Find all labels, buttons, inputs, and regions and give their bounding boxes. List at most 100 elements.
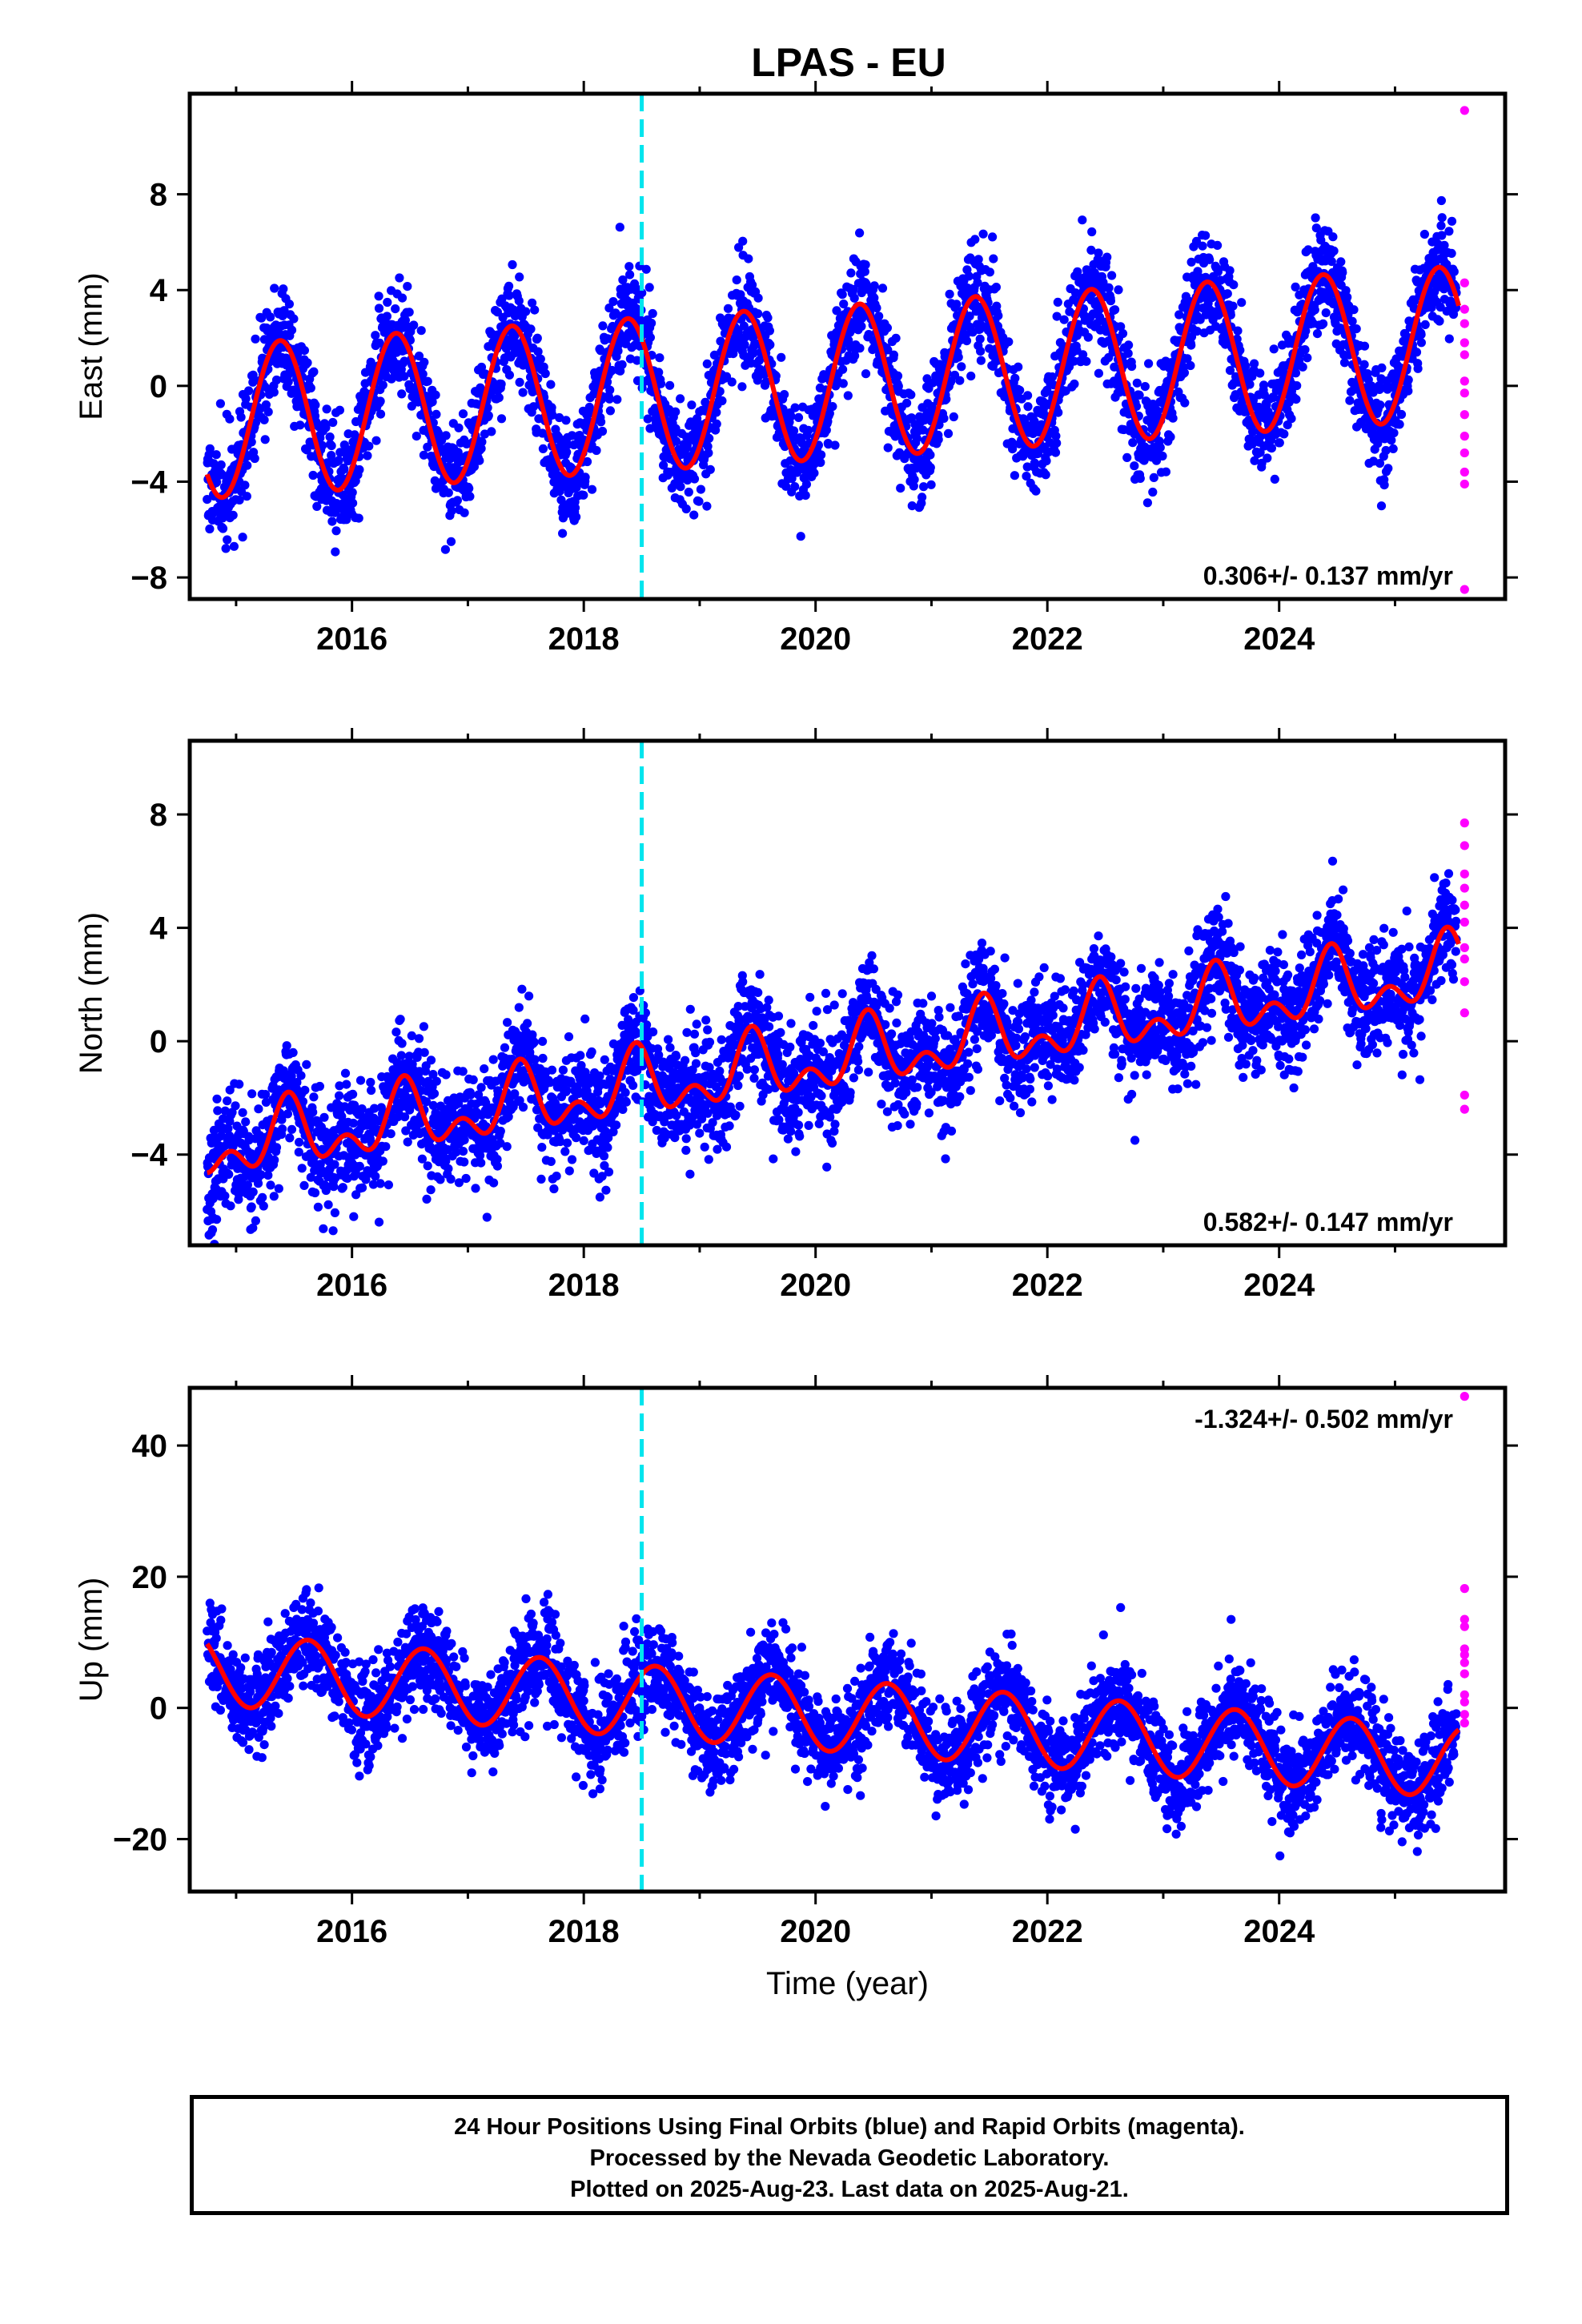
final-orbit-point	[654, 368, 664, 377]
final-orbit-point	[740, 340, 749, 350]
final-orbit-point	[837, 290, 847, 300]
final-orbit-point	[765, 326, 775, 336]
final-orbit-point	[203, 495, 212, 505]
final-orbit-point	[793, 412, 804, 423]
final-orbit-point	[738, 236, 748, 246]
final-orbit-point	[548, 410, 557, 420]
final-orbit-point	[909, 475, 919, 485]
final-orbit-point	[530, 305, 540, 315]
rapid-orbit-point	[1460, 106, 1469, 115]
final-orbit-point	[476, 444, 486, 453]
final-orbit-point	[269, 1192, 279, 1201]
final-orbit-point	[476, 1158, 486, 1168]
final-orbit-point	[1179, 368, 1189, 378]
final-orbit-point	[295, 1137, 304, 1147]
final-orbit-point	[1186, 257, 1196, 267]
figure-title: LPAS - EU	[751, 40, 946, 85]
final-orbit-point	[299, 346, 309, 356]
final-orbit-point	[482, 1212, 492, 1222]
final-orbit-point	[1223, 289, 1232, 299]
final-orbit-point	[483, 403, 492, 412]
final-orbit-point	[844, 336, 853, 345]
final-orbit-point	[671, 424, 681, 433]
final-orbit-point	[934, 435, 943, 444]
final-orbit-point	[302, 1059, 311, 1069]
final-orbit-point	[1180, 398, 1190, 408]
final-orbit-point	[966, 372, 976, 381]
final-orbit-point	[1161, 467, 1170, 476]
final-orbit-point	[1413, 364, 1423, 373]
final-orbit-point	[476, 1083, 486, 1092]
rapid-orbit-point	[1460, 585, 1469, 594]
final-orbit-point	[617, 360, 627, 369]
final-orbit-point	[515, 272, 524, 282]
final-orbit-point	[351, 416, 361, 427]
final-orbit-point	[271, 375, 282, 385]
final-orbit-point	[592, 445, 601, 456]
final-orbit-point	[1042, 456, 1051, 466]
final-orbit-point	[1310, 305, 1319, 315]
final-orbit-point	[270, 283, 279, 293]
final-orbit-point	[1213, 267, 1223, 276]
final-orbit-point	[1449, 267, 1459, 276]
final-orbit-point	[319, 1112, 329, 1122]
final-orbit-point	[323, 1200, 333, 1209]
final-orbit-point	[538, 1036, 548, 1046]
final-orbit-point	[1186, 340, 1196, 350]
final-orbit-point	[580, 472, 590, 482]
final-orbit-point	[518, 1102, 528, 1112]
final-orbit-point	[985, 267, 994, 277]
final-orbit-point	[414, 352, 424, 361]
final-orbit-point	[1050, 448, 1061, 457]
final-orbit-point	[283, 377, 293, 387]
final-orbit-point	[212, 1094, 222, 1104]
final-orbit-point	[861, 369, 871, 379]
final-orbit-point	[1015, 385, 1025, 395]
final-orbit-point	[546, 380, 556, 389]
final-orbit-point	[753, 309, 763, 319]
final-orbit-point	[1411, 348, 1422, 357]
final-orbit-point	[864, 330, 873, 340]
final-orbit-point	[546, 1156, 556, 1166]
final-orbit-point	[974, 255, 983, 264]
final-orbit-point	[409, 320, 419, 330]
final-orbit-point	[1229, 280, 1239, 290]
final-orbit-point	[220, 1191, 230, 1200]
final-orbit-point	[1225, 366, 1235, 376]
final-orbit-point	[637, 288, 647, 298]
final-orbit-point	[1349, 305, 1359, 315]
final-orbit-point	[259, 415, 269, 424]
final-orbit-point	[533, 347, 543, 356]
final-orbit-point	[488, 1055, 498, 1064]
final-orbit-point	[504, 291, 514, 300]
final-orbit-point	[263, 407, 273, 416]
final-orbit-point	[1053, 297, 1062, 307]
final-orbit-point	[732, 275, 741, 285]
final-orbit-point	[693, 414, 702, 424]
final-orbit-point	[962, 336, 972, 346]
final-orbit-point	[348, 1118, 358, 1128]
final-orbit-point	[991, 283, 1001, 292]
final-orbit-point	[496, 1126, 505, 1136]
final-orbit-point	[1201, 231, 1211, 240]
final-orbit-point	[1193, 267, 1203, 276]
final-orbit-point	[540, 368, 550, 379]
final-orbit-point	[1106, 296, 1115, 306]
final-orbit-point	[383, 1180, 393, 1190]
final-orbit-point	[247, 437, 256, 447]
y-tick-label: −4	[130, 464, 167, 500]
final-orbit-point	[1241, 361, 1251, 371]
final-orbit-point	[480, 1064, 489, 1074]
final-orbit-point	[248, 370, 258, 380]
final-orbit-point	[671, 407, 681, 416]
final-orbit-point	[250, 453, 259, 464]
final-orbit-point	[444, 488, 453, 497]
final-orbit-point	[461, 1173, 471, 1184]
final-orbit-point	[299, 1180, 309, 1190]
final-orbit-point	[1073, 267, 1082, 276]
final-orbit-point	[1375, 400, 1385, 410]
final-orbit-point	[500, 1043, 510, 1052]
final-orbit-point	[801, 491, 810, 501]
final-orbit-point	[659, 460, 669, 470]
final-orbit-point	[223, 535, 232, 545]
